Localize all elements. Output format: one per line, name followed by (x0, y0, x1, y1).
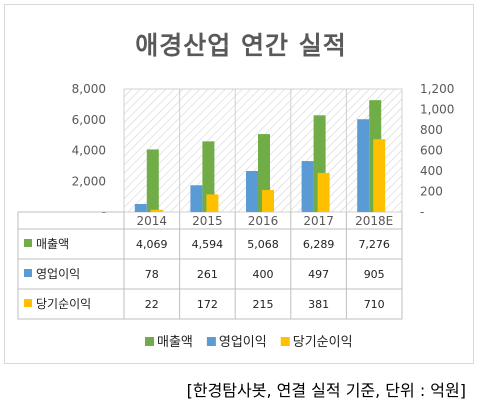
source-note: [한경탐사봇, 연결 실적 기준, 단위 : 억원] (186, 381, 466, 400)
legend-key (206, 337, 216, 346)
table-cell: 7,276 (358, 238, 390, 251)
bar-당기순이익 (317, 172, 330, 212)
table-cell: 5,068 (247, 238, 279, 251)
category-label: 2018E (355, 214, 393, 228)
right-axis-tick-label: 600 (420, 144, 443, 158)
table-row-label: 당기순이익 (36, 297, 91, 311)
left-axis-tick-label: 6,000 (72, 113, 106, 127)
right-axis-tick-label: 1,200 (420, 82, 454, 96)
table-row-label: 영업이익 (36, 267, 80, 281)
bar-당기순이익 (373, 139, 386, 212)
left-axis-tick-label: 8,000 (72, 82, 106, 96)
table-cell: 172 (197, 298, 218, 311)
chart-title: 애경산업 연간 실적 (135, 31, 347, 60)
table-cell: 215 (253, 298, 274, 311)
category-label: 2015 (192, 214, 223, 228)
category-label: 2016 (248, 214, 279, 228)
bar-영업이익 (246, 171, 258, 212)
legend-key (280, 337, 290, 346)
bar-당기순이익 (262, 189, 274, 212)
table-cell: 905 (364, 268, 385, 281)
bar-영업이익 (134, 204, 147, 212)
table-cell: 4,069 (136, 238, 168, 251)
table-legend-key (24, 299, 32, 307)
category-label: 2017 (303, 214, 334, 228)
right-axis-tick-label: - (420, 205, 424, 219)
table-row-label: 매출액 (36, 237, 69, 251)
table-cell: 22 (145, 298, 159, 311)
legend-entry: 당기순이익 (293, 335, 353, 350)
bar-영업이익 (301, 161, 314, 212)
left-axis-tick-label: 2,000 (72, 174, 106, 188)
bar-당기순이익 (150, 209, 163, 212)
right-axis-tick-label: 400 (420, 164, 443, 178)
table-cell: 261 (197, 268, 218, 281)
legend-entry: 매출액 (157, 335, 193, 350)
table-cell: 6,289 (303, 238, 335, 251)
bar-매출액 (202, 141, 215, 212)
legend-key (145, 337, 154, 346)
left-axis-tick-label: 4,000 (72, 144, 106, 158)
bar-영업이익 (357, 119, 370, 212)
table-cell: 78 (145, 268, 159, 281)
right-axis-tick-label: 800 (420, 123, 443, 137)
legend-entry: 영업이익 (219, 335, 267, 350)
table-cell: 400 (253, 268, 274, 281)
bar-매출액 (146, 149, 159, 212)
table-legend-key (24, 269, 32, 277)
table-cell: 381 (308, 298, 329, 311)
bar-당기순이익 (206, 194, 219, 212)
table-cell: 497 (308, 268, 329, 281)
bar-영업이익 (190, 185, 203, 212)
table-cell: 4,594 (192, 238, 224, 251)
right-axis-tick-label: 200 (420, 185, 443, 199)
right-axis-tick-label: 1,000 (420, 103, 454, 117)
category-label: 2014 (137, 214, 168, 228)
table-legend-key (24, 239, 32, 247)
table-cell: 710 (364, 298, 385, 311)
